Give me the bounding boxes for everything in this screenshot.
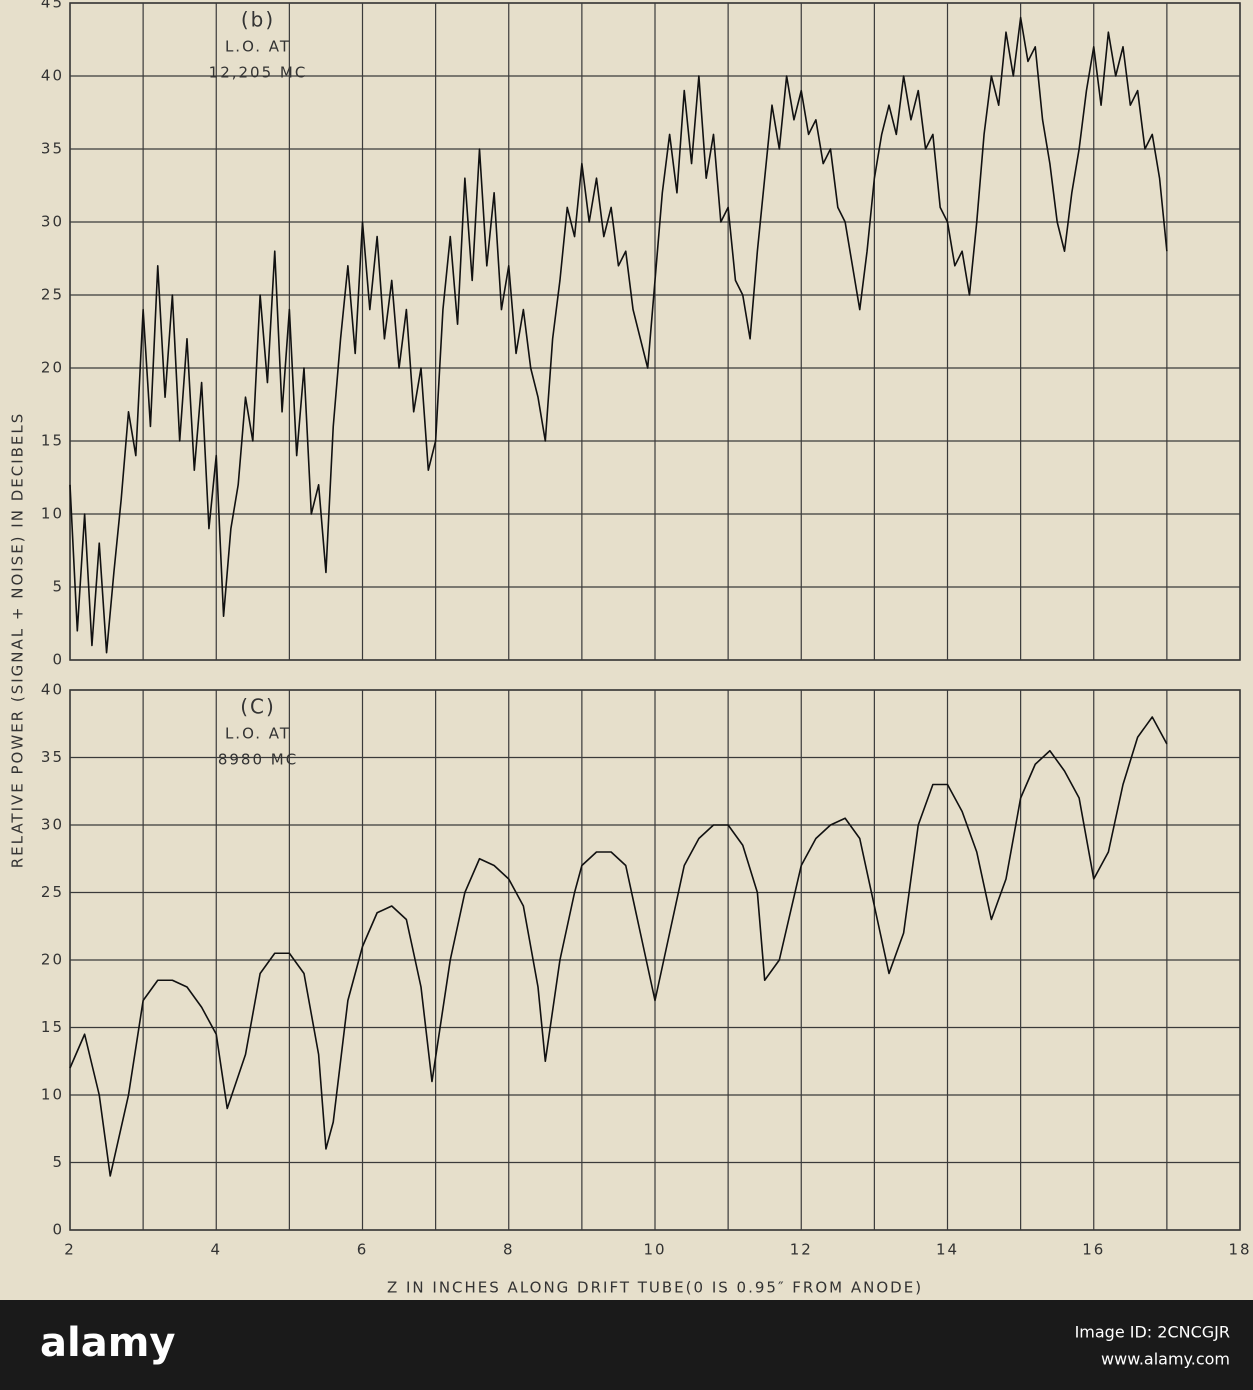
data-line	[69, 16, 1168, 654]
background	[0, 0, 1253, 1300]
y-tick-label: 10	[41, 505, 64, 523]
annotation: (b)	[241, 8, 275, 32]
x-tick-label: 12	[790, 1241, 813, 1259]
x-tick-label: 18	[1228, 1241, 1251, 1259]
x-tick-label: 14	[936, 1241, 959, 1259]
x-tick-label: 10	[643, 1241, 666, 1259]
url: www.alamy.com	[1101, 1350, 1230, 1369]
y-tick-label: 40	[41, 67, 64, 85]
image-id: Image ID: 2CNCGJR	[1075, 1323, 1230, 1342]
y-tick-label: 15	[41, 432, 64, 450]
y-tick-label: 20	[41, 951, 64, 969]
watermark-bar	[0, 1300, 1253, 1390]
y-tick-label: 30	[41, 213, 64, 231]
annotation: L.O. AT	[225, 725, 291, 743]
y-tick-label: 5	[52, 1153, 64, 1171]
brand: alamy	[40, 1320, 175, 1366]
data-line	[69, 716, 1168, 1177]
annotation: 8980 MC	[218, 751, 298, 769]
y-tick-label: 10	[41, 1086, 64, 1104]
y-tick-label: 25	[41, 883, 64, 901]
x-tick-label: 6	[357, 1241, 369, 1259]
x-tick-label: 4	[210, 1241, 222, 1259]
y-tick-label: 20	[41, 359, 64, 377]
y-tick-label: 40	[41, 681, 64, 699]
annotation: (C)	[240, 695, 276, 719]
y-tick-label: 45	[41, 0, 64, 12]
y-tick-label: 25	[41, 286, 64, 304]
y-tick-label: 30	[41, 816, 64, 834]
y-tick-label: 5	[52, 578, 64, 596]
annotation: 12,205 MC	[209, 64, 308, 82]
x-axis-label: Z IN INCHES ALONG DRIFT TUBE(0 IS 0.95″ …	[387, 1279, 923, 1297]
y-axis-label: RELATIVE POWER (SIGNAL + NOISE) IN DECIB…	[9, 412, 27, 869]
y-tick-label: 0	[52, 651, 64, 669]
y-tick-label: 35	[41, 140, 64, 158]
y-tick-label: 0	[52, 1221, 64, 1239]
x-tick-label: 2	[64, 1241, 76, 1259]
x-tick-label: 16	[1082, 1241, 1105, 1259]
y-tick-label: 15	[41, 1018, 64, 1036]
y-tick-label: 35	[41, 748, 64, 766]
x-tick-label: 8	[503, 1241, 515, 1259]
annotation: L.O. AT	[225, 38, 291, 56]
